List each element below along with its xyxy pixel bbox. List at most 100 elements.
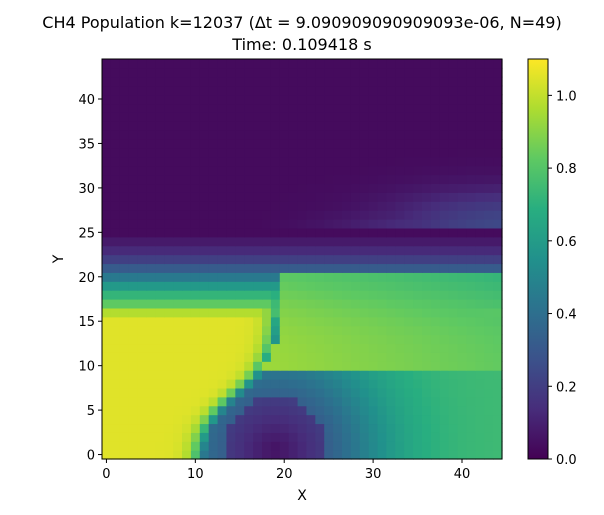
heatmap-cell bbox=[297, 147, 308, 158]
heatmap-cell bbox=[439, 414, 450, 425]
heatmap-cell bbox=[466, 396, 476, 407]
heatmap-cell bbox=[493, 139, 503, 149]
heatmap-cell bbox=[262, 139, 272, 149]
colorbar bbox=[527, 58, 549, 460]
heatmap-cell bbox=[110, 396, 121, 407]
heatmap-cell bbox=[466, 281, 476, 291]
heatmap-cell bbox=[342, 147, 352, 158]
heatmap-cell bbox=[448, 147, 459, 158]
heatmap-cell bbox=[475, 387, 485, 398]
heatmap-cell bbox=[182, 227, 192, 238]
heatmap-cell bbox=[137, 236, 148, 247]
heatmap-cell bbox=[422, 405, 432, 416]
heatmap-cell bbox=[199, 192, 210, 202]
heatmap-cell bbox=[199, 396, 210, 407]
heatmap-cell bbox=[457, 299, 468, 309]
heatmap-cell bbox=[110, 103, 121, 113]
heatmap-cell bbox=[164, 299, 174, 309]
heatmap-cell bbox=[342, 387, 352, 398]
heatmap-cell bbox=[404, 236, 414, 247]
heatmap-cell bbox=[146, 450, 156, 460]
chart-subtitle: Time: 0.109418 s bbox=[231, 35, 371, 54]
heatmap-cell bbox=[102, 405, 112, 416]
heatmap-cell bbox=[128, 103, 139, 113]
heatmap-cell bbox=[235, 236, 245, 247]
heatmap-cell bbox=[244, 147, 254, 158]
heatmap-cell bbox=[315, 76, 325, 87]
heatmap-cell bbox=[386, 334, 396, 345]
heatmap-cell bbox=[279, 103, 290, 113]
heatmap-cell bbox=[279, 432, 290, 442]
heatmap-cell bbox=[288, 174, 299, 185]
heatmap-cell bbox=[359, 103, 370, 113]
heatmap-cell bbox=[137, 59, 148, 69]
heatmap-cell bbox=[422, 112, 432, 122]
heatmap-cell bbox=[288, 103, 299, 113]
heatmap-cell bbox=[199, 414, 210, 425]
heatmap-cell bbox=[182, 450, 192, 460]
heatmap-cell bbox=[190, 414, 201, 425]
heatmap-cell bbox=[448, 85, 459, 96]
heatmap-cell bbox=[102, 281, 112, 291]
heatmap-cell bbox=[430, 272, 441, 282]
heatmap-cell bbox=[102, 67, 112, 78]
heatmap-cell bbox=[164, 219, 174, 229]
heatmap-cell bbox=[182, 387, 192, 398]
heatmap-cell bbox=[386, 121, 396, 131]
heatmap-cell bbox=[173, 192, 183, 202]
heatmap-cell bbox=[190, 227, 201, 238]
heatmap-cell bbox=[137, 281, 148, 291]
heatmap-cell bbox=[448, 316, 459, 327]
heatmap-cell bbox=[217, 281, 228, 291]
heatmap-cell bbox=[324, 112, 334, 122]
heatmap-cell bbox=[475, 352, 485, 362]
heatmap-cell bbox=[359, 450, 370, 460]
heatmap-cell bbox=[217, 210, 228, 220]
heatmap-cell bbox=[235, 201, 245, 211]
heatmap-cell bbox=[413, 112, 423, 122]
heatmap-cell bbox=[110, 299, 121, 309]
heatmap-cell bbox=[439, 272, 450, 282]
heatmap-cell bbox=[297, 174, 308, 185]
heatmap-cell bbox=[137, 263, 148, 273]
heatmap-cell bbox=[262, 67, 272, 78]
heatmap-cell bbox=[244, 272, 254, 282]
heatmap-cell bbox=[146, 76, 156, 87]
heatmap-cell bbox=[217, 450, 228, 460]
heatmap-cell bbox=[146, 130, 156, 140]
heatmap-cell bbox=[315, 361, 325, 371]
heatmap-cell bbox=[484, 423, 494, 433]
heatmap-cell bbox=[493, 272, 503, 282]
heatmap-cell bbox=[182, 254, 192, 265]
heatmap-cell bbox=[413, 165, 423, 176]
heatmap-cell bbox=[422, 210, 432, 220]
heatmap-cell bbox=[333, 174, 343, 185]
heatmap-cell bbox=[199, 85, 210, 96]
heatmap-cell bbox=[128, 370, 139, 380]
heatmap-cell bbox=[404, 67, 414, 78]
heatmap-cell bbox=[279, 59, 290, 69]
heatmap-cell bbox=[226, 130, 236, 140]
heatmap-cell bbox=[128, 201, 139, 211]
heatmap-cell bbox=[173, 227, 183, 238]
heatmap-cell bbox=[297, 290, 308, 300]
heatmap-cell bbox=[217, 441, 228, 451]
heatmap-cell bbox=[244, 254, 254, 265]
heatmap-cell bbox=[253, 85, 263, 96]
heatmap-cell bbox=[102, 272, 112, 282]
heatmap-cell bbox=[386, 76, 396, 87]
heatmap-cell bbox=[253, 325, 263, 336]
heatmap-cell bbox=[110, 361, 121, 371]
heatmap-cell bbox=[119, 59, 130, 69]
heatmap-cell bbox=[315, 192, 325, 202]
heatmap-cell bbox=[484, 343, 494, 353]
heatmap-cell bbox=[288, 156, 299, 167]
heatmap-cell bbox=[413, 85, 423, 96]
heatmap-cell bbox=[102, 316, 112, 327]
heatmap-cell bbox=[110, 85, 121, 96]
heatmap-cell bbox=[208, 281, 219, 291]
heatmap-cell bbox=[386, 441, 396, 451]
heatmap-cell bbox=[226, 352, 236, 362]
heatmap-cell bbox=[306, 361, 316, 371]
heatmap-cell bbox=[182, 405, 192, 416]
